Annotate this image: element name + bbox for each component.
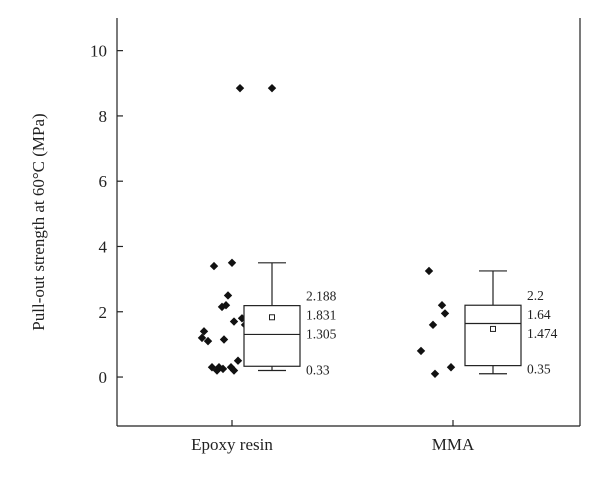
data-point — [197, 333, 207, 343]
mean-marker — [269, 314, 275, 321]
data-point — [214, 363, 224, 372]
stat-label: 2.2 — [527, 288, 544, 303]
stat-label: 2.188 — [306, 289, 337, 304]
data-point — [221, 301, 231, 310]
data-point — [209, 261, 219, 271]
data-point — [223, 291, 233, 300]
stat-label: 1.305 — [306, 327, 337, 342]
iqr-box — [464, 304, 522, 367]
data-point — [207, 363, 217, 372]
outlier-point — [267, 83, 277, 93]
y-tick-label: 4 — [99, 237, 108, 256]
stat-label: 0.33 — [306, 362, 330, 377]
stat-label: 1.474 — [527, 326, 558, 341]
mean-marker — [490, 325, 496, 332]
data-point — [416, 346, 426, 356]
data-point — [203, 336, 213, 346]
group-mma: 2.2 1.64 1.474 0.35 — [416, 266, 558, 378]
data-point — [227, 258, 237, 267]
x-category-label: MMA — [432, 435, 475, 454]
data-point — [226, 363, 236, 372]
data-point — [424, 266, 434, 276]
y-tick-label: 2 — [99, 303, 108, 322]
y-tick-label: 8 — [99, 107, 108, 126]
data-point — [428, 320, 438, 330]
y-tick-label: 10 — [90, 42, 107, 61]
y-axis-title: Pull-out strength at 60°C (MPa) — [29, 113, 48, 330]
group-epoxy-resin: 2.188 1.831 1.305 0.33 — [197, 83, 337, 377]
stat-label: 0.35 — [527, 362, 551, 377]
plot-axes: 0 2 4 6 8 10 Pull-out strength at 60°C (MPa) Ep… — [29, 18, 581, 454]
y-tick-label: 0 — [99, 368, 108, 387]
data-point — [440, 309, 450, 318]
stat-label: 1.64 — [527, 307, 551, 322]
data-point — [430, 369, 440, 378]
data-point — [229, 317, 239, 326]
data-point — [437, 301, 447, 310]
y-tick-label: 6 — [99, 172, 108, 191]
x-category-label: Epoxy resin — [191, 435, 273, 454]
plot-groups: 2.188 1.831 1.305 0.33 2.2 1.64 1.474 0.35 — [197, 83, 558, 378]
data-point — [229, 366, 239, 375]
data-point — [446, 363, 456, 372]
data-point — [235, 83, 245, 93]
stat-label: 1.831 — [306, 308, 336, 323]
data-point — [217, 302, 227, 312]
data-point — [219, 335, 229, 344]
data-point — [218, 364, 228, 374]
data-point — [199, 327, 209, 336]
data-point — [233, 356, 243, 365]
